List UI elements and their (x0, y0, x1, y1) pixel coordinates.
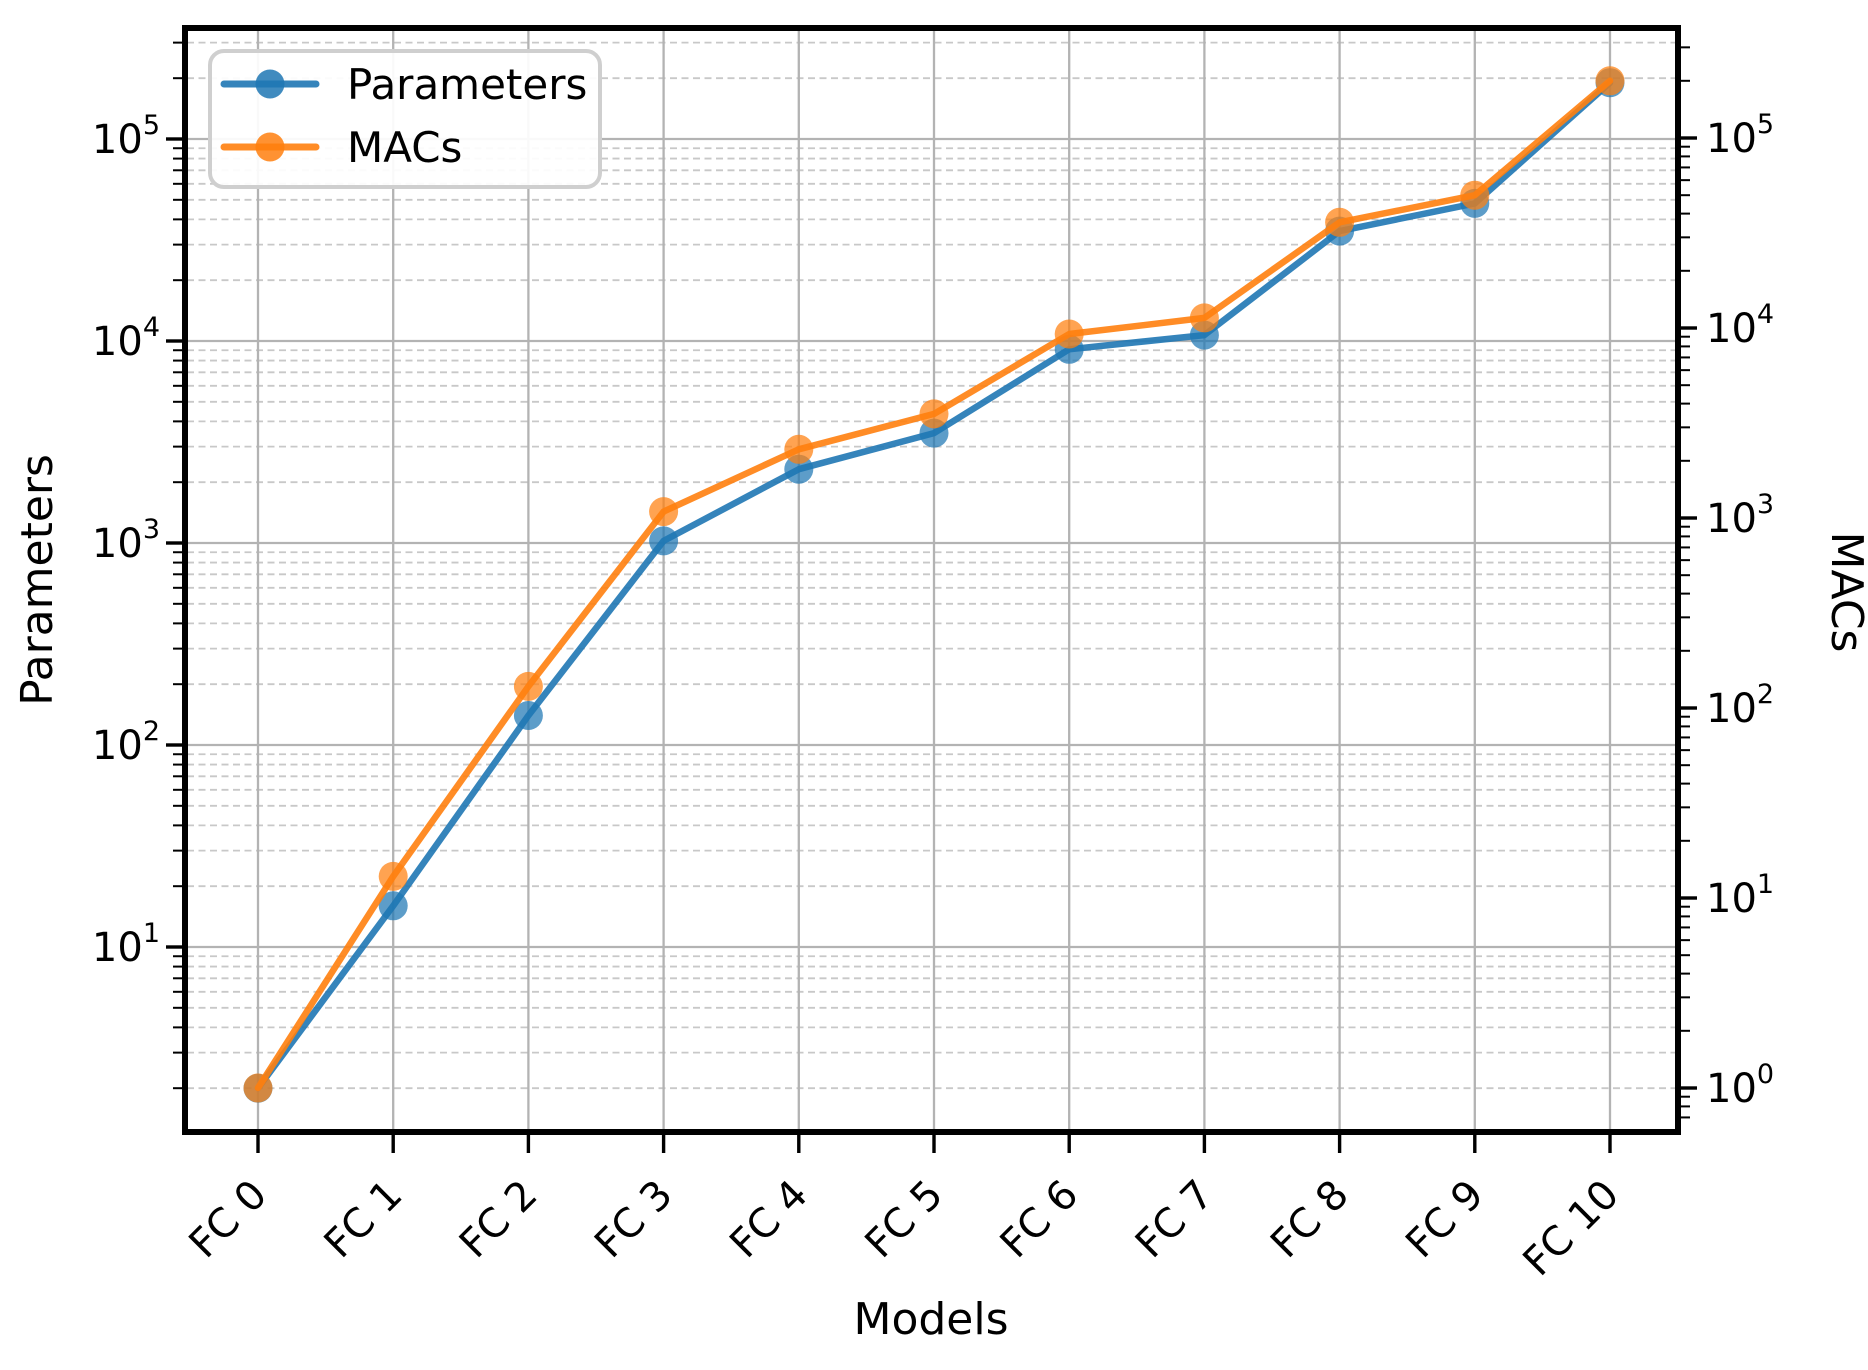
macs-marker-fc-10 (1595, 66, 1625, 96)
parameters-marker-fc-4 (784, 454, 814, 484)
x-tick-label-fc-6: FC 6 (992, 1172, 1088, 1268)
y-axis-label-left: Parameters (12, 454, 63, 706)
macs-marker-fc-6 (1054, 319, 1084, 349)
macs-marker-fc-7 (1189, 303, 1219, 333)
grid-major-layer (187, 31, 1676, 1129)
legend-sample-marker-parameters (255, 69, 285, 99)
parameters-marker-fc-2 (513, 701, 543, 730)
macs-marker-fc-3 (649, 497, 679, 527)
x-axis-label: Models (853, 1294, 1008, 1345)
x-tick-label-fc-2: FC 2 (451, 1172, 547, 1268)
legend-label-macs: MACs (347, 123, 462, 172)
y-tick-label-left-1e5: 105 (92, 110, 160, 163)
legend-layer: Parameters MACs (208, 49, 602, 189)
x-tick-label-fc-10: FC 10 (1515, 1172, 1629, 1286)
axes-frame-layer (182, 25, 1681, 1135)
y-tick-label-right-1e1: 101 (1706, 869, 1774, 922)
macs-marker-fc-2 (513, 671, 543, 701)
y-tick-label-left-1e2: 102 (92, 716, 160, 769)
x-tick-label-fc-5: FC 5 (857, 1172, 953, 1268)
y-tick-label-right-1e5: 105 (1706, 109, 1774, 162)
parameters-marker-fc-1 (378, 891, 408, 921)
x-tick-label-fc-3: FC 3 (586, 1172, 682, 1268)
axis-labels-layer: Models Parameters MACs (12, 454, 1868, 1345)
x-tick-label-fc-1: FC 1 (316, 1172, 412, 1268)
legend-sample-marker-macs (255, 132, 285, 162)
series-layer (243, 66, 1625, 1103)
x-tick-label-fc-7: FC 7 (1127, 1172, 1223, 1268)
y-tick-label-right-1e4: 104 (1706, 299, 1774, 352)
y-tick-label-right-1e2: 102 (1706, 679, 1774, 732)
macs-marker-fc-9 (1460, 180, 1490, 210)
x-tick-label-fc-8: FC 8 (1262, 1172, 1358, 1268)
y-tick-label-left-1e3: 103 (92, 514, 160, 567)
x-tick-label-fc-4: FC 4 (721, 1172, 817, 1268)
y-tick-label-left-1e1: 101 (92, 918, 160, 971)
y-tick-label-right-1e0: 100 (1706, 1059, 1774, 1112)
x-tick-label-fc-9: FC 9 (1397, 1172, 1493, 1268)
legend-label-parameters: Parameters (347, 60, 587, 109)
macs-marker-fc-0 (243, 1073, 273, 1103)
axes-spines (182, 25, 1681, 1135)
y-tick-label-right-1e3: 103 (1706, 489, 1774, 542)
y-tick-label-left-1e4: 104 (92, 312, 160, 365)
macs-marker-fc-4 (784, 434, 814, 464)
y-axis-label-right: MACs (1821, 532, 1868, 653)
macs-marker-fc-1 (378, 861, 408, 891)
macs-marker-fc-5 (919, 399, 949, 429)
parameters-marker-fc-3 (649, 526, 679, 556)
macs-marker-fc-8 (1325, 207, 1355, 237)
ticks-layer (166, 41, 1697, 1153)
x-tick-label-fc-0: FC 0 (181, 1172, 277, 1268)
